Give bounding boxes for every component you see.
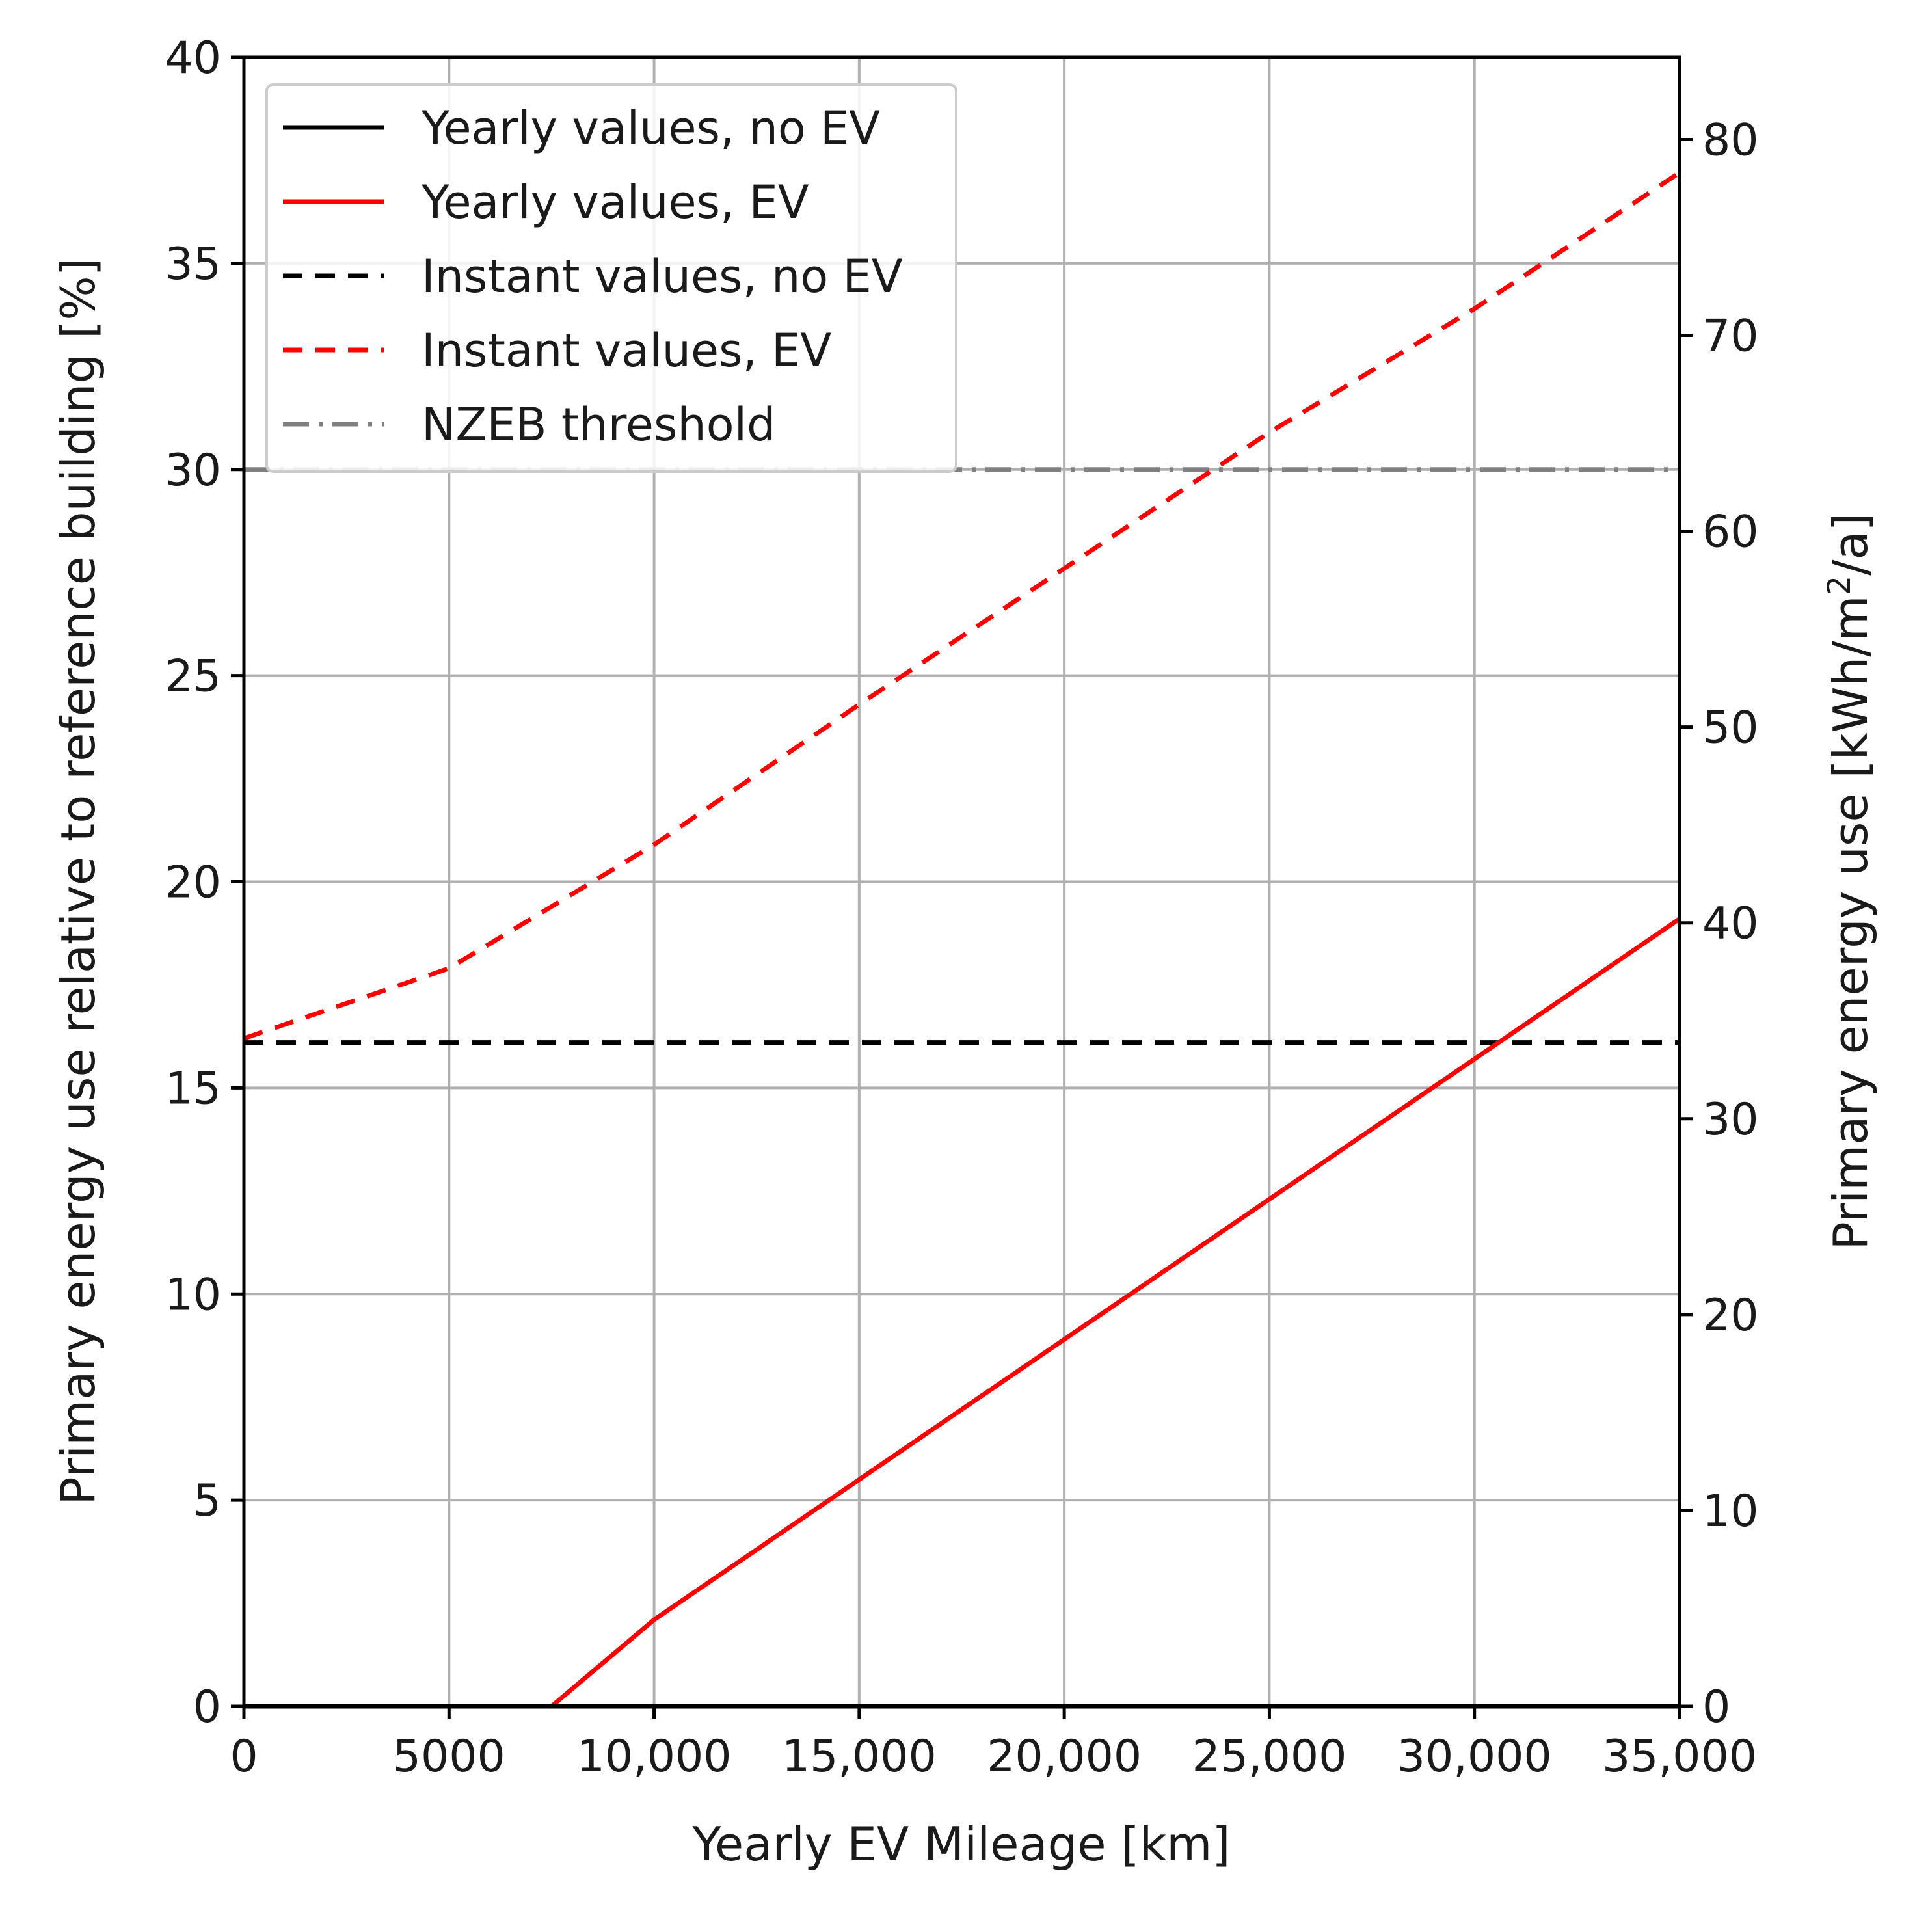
- series-line-3: [243, 170, 1681, 1041]
- y-right-label-part1: Primary energy use [kWh/m: [1823, 595, 1878, 1250]
- legend-label-2: Instant values, no EV: [422, 250, 903, 303]
- y-right-axis-label: Primary energy use [kWh/m2/a]: [1821, 513, 1878, 1250]
- x-tick-label: 30,000: [1397, 1731, 1552, 1782]
- legend-box: [265, 83, 958, 473]
- y-right-label-sup: 2: [1821, 576, 1858, 596]
- y-left-axis-label: Primary energy use relative to reference…: [51, 258, 105, 1505]
- y-left-tick-label: 15: [165, 1063, 221, 1114]
- y-left-tick-label: 5: [193, 1475, 221, 1527]
- x-tick-label: 10,000: [577, 1731, 732, 1782]
- y-right-tick-label: 80: [1702, 114, 1759, 166]
- y-right-tick-label: 30: [1702, 1094, 1759, 1146]
- y-left-tick-label: 25: [165, 651, 221, 703]
- y-right-tick-label: 0: [1702, 1682, 1730, 1733]
- y-left-tick-label: 40: [165, 33, 221, 84]
- y-right-tick-label: 40: [1702, 898, 1759, 950]
- legend-label-0: Yearly values, no EV: [421, 101, 880, 155]
- legend-label-1: Yearly values, EV: [421, 176, 809, 229]
- y-left-tick-label: 35: [165, 239, 221, 290]
- y-right-tick-label: 50: [1702, 703, 1759, 754]
- legend-label-4: NZEB threshold: [422, 398, 775, 451]
- x-tick-label: 5000: [393, 1731, 505, 1782]
- legend: Yearly values, no EV Yearly values, EV Ins…: [265, 83, 958, 473]
- x-tick-label: 15,000: [782, 1731, 937, 1782]
- y-left-tick-label: 20: [165, 857, 221, 909]
- x-tick-label: 25,000: [1192, 1731, 1346, 1782]
- y-right-tick-label: 60: [1702, 507, 1759, 558]
- y-left-tick-label: 0: [193, 1682, 221, 1733]
- y-right-tick-label: 10: [1702, 1486, 1759, 1537]
- y-left-tick-label: 10: [165, 1269, 221, 1321]
- tick-group: 0 5000 10,000 15,000 20,000 25,000 30,000 35,00…: [165, 33, 1758, 1782]
- x-tick-label: 20,000: [987, 1731, 1142, 1782]
- y-left-tick-label: 30: [165, 445, 221, 496]
- y-right-tick-label: 70: [1702, 311, 1759, 362]
- y-right-label-part2: /a]: [1823, 513, 1878, 575]
- x-tick-label: 35,000: [1602, 1731, 1757, 1782]
- legend-label-3: Instant values, EV: [422, 324, 831, 377]
- y-right-tick-label: 20: [1702, 1290, 1759, 1341]
- x-tick-label: 0: [230, 1731, 258, 1782]
- x-axis-label: Yearly EV Mileage [km]: [691, 1817, 1230, 1872]
